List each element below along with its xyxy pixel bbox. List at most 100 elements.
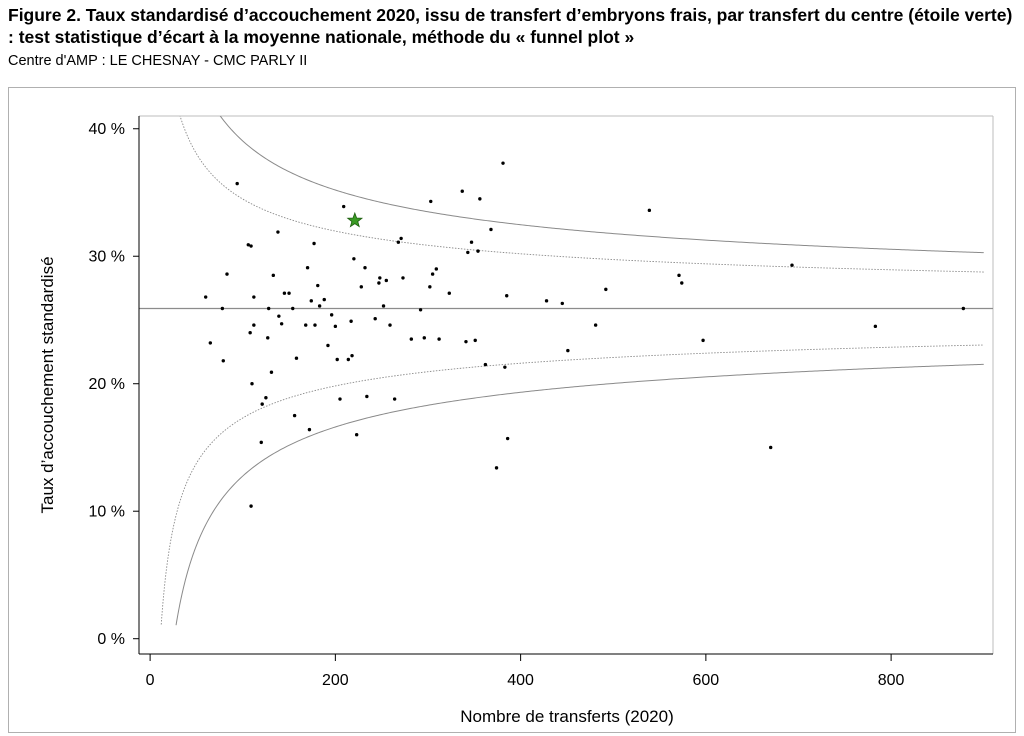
data-point: [401, 276, 405, 280]
data-point: [478, 197, 482, 201]
data-point: [422, 336, 426, 340]
data-point: [225, 272, 229, 276]
data-point: [873, 324, 878, 329]
plot-area: [139, 115, 994, 654]
data-point: [961, 306, 966, 311]
data-point: [279, 322, 284, 326]
axes: 0 % 10 % 20 % 30 % 40 % 0 200 400 600 800: [89, 116, 993, 689]
data-point: [235, 181, 239, 186]
data-point: [460, 189, 464, 193]
data-point: [381, 304, 386, 308]
funnel-limit-lower-dotted: [160, 344, 984, 625]
y-tick-label: 40 %: [89, 121, 125, 138]
data-point: [335, 357, 339, 362]
data-point: [476, 249, 480, 253]
data-point: [494, 466, 499, 470]
data-point: [316, 283, 320, 288]
data-point: [304, 323, 308, 327]
data-point: [503, 365, 507, 369]
data-point: [246, 243, 250, 247]
data-point: [322, 297, 326, 302]
data-point: [377, 281, 381, 285]
data-point: [350, 353, 354, 358]
data-point: [248, 331, 252, 335]
data-point: [333, 324, 338, 329]
data-point: [249, 504, 253, 508]
data-point: [326, 343, 330, 348]
data-point: [409, 337, 414, 341]
data-point: [259, 440, 263, 445]
data-point: [294, 356, 299, 360]
data-point: [342, 204, 346, 209]
data-point: [266, 336, 270, 340]
data-point: [252, 323, 256, 327]
data-point: [483, 362, 488, 367]
data-point: [428, 285, 432, 289]
data-point: [264, 396, 268, 400]
data-point: [338, 397, 342, 401]
data-point: [266, 306, 271, 311]
data-point: [505, 294, 509, 298]
data-point: [203, 295, 208, 299]
data-point: [260, 402, 264, 406]
figure-title: Figure 2. Taux standardisé d’accouchemen…: [8, 5, 1013, 47]
figure-subtitle: Centre d'AMP : LE CHESNAY - CMC PARLY II: [8, 53, 308, 69]
data-point: [292, 413, 297, 418]
data-point: [378, 276, 382, 280]
data-point: [309, 299, 313, 303]
data-point: [271, 273, 276, 278]
data-point: [501, 161, 505, 165]
data-point: [220, 306, 225, 311]
funnel-limit-upper-solid: [219, 116, 984, 254]
data-point: [359, 285, 363, 289]
data-point: [352, 257, 356, 261]
x-tick-label: 600: [693, 672, 720, 689]
y-tick-label: 10 %: [89, 504, 125, 521]
data-point: [349, 319, 353, 323]
data-point: [469, 240, 474, 244]
data-point: [221, 359, 225, 363]
data-point: [291, 306, 295, 311]
data-point: [208, 341, 213, 345]
data-point: [647, 208, 652, 213]
y-tick-label: 30 %: [89, 249, 125, 266]
data-point: [505, 436, 510, 441]
data-point: [701, 338, 705, 343]
data-point: [277, 314, 281, 318]
y-axis-label: Taux d’accouchement standardisé: [38, 256, 57, 513]
y-tick-label: 0 %: [97, 631, 125, 648]
data-point: [447, 291, 451, 295]
data-point: [437, 337, 441, 341]
data-point: [434, 267, 439, 271]
data-point: [365, 394, 369, 399]
data-point: [313, 323, 317, 327]
data-point: [307, 427, 312, 432]
y-tick-label: 20 %: [89, 376, 125, 393]
data-point: [566, 348, 570, 353]
figure-frame: [8, 87, 1016, 733]
data-point: [317, 304, 322, 308]
data-point: [282, 291, 287, 295]
data-point: [363, 266, 367, 270]
data-point: [464, 339, 468, 344]
data-point: [790, 263, 794, 267]
data-point: [677, 273, 681, 278]
data-point: [560, 301, 564, 306]
data-point: [354, 433, 359, 437]
x-axis-label: Nombre de transferts (2020): [460, 707, 674, 726]
data-point: [287, 291, 291, 295]
data-point: [399, 236, 403, 241]
data-point: [346, 357, 351, 362]
data-point: [418, 308, 423, 312]
data-point: [429, 199, 433, 204]
data-point: [396, 240, 401, 244]
data-point: [544, 299, 549, 303]
data-point: [252, 295, 256, 299]
data-point: [388, 323, 392, 327]
data-point: [680, 281, 684, 285]
x-tick-label: 0: [146, 672, 155, 689]
data-point: [384, 278, 389, 283]
data-point: [473, 338, 477, 343]
data-point: [329, 313, 334, 317]
